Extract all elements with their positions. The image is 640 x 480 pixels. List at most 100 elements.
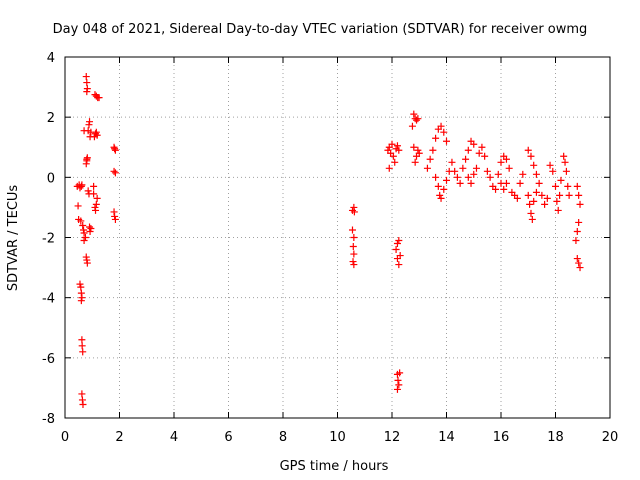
data-point-marker	[79, 221, 87, 229]
data-point-marker	[393, 240, 401, 248]
y-tick-label: 2	[47, 111, 55, 126]
data-point-marker	[432, 173, 440, 181]
data-point-marker	[440, 128, 448, 136]
data-point-marker	[549, 167, 557, 175]
data-point-marker	[411, 158, 419, 166]
data-point-marker	[572, 237, 580, 245]
data-point-marker	[395, 146, 403, 154]
data-point-marker	[443, 176, 450, 184]
data-point-marker	[396, 369, 404, 377]
data-point-marker	[393, 142, 401, 150]
data-point-marker	[524, 191, 532, 199]
data-point-marker	[470, 170, 478, 178]
data-point-marker	[87, 224, 95, 232]
x-tick-label: 14	[438, 430, 455, 445]
data-point-marker	[111, 212, 119, 220]
data-point-marker	[83, 259, 91, 267]
y-tick-label: 0	[47, 171, 55, 186]
data-point-marker	[92, 200, 100, 208]
data-point-marker	[530, 161, 538, 169]
data-point-marker	[426, 155, 434, 163]
data-point-marker	[92, 130, 100, 138]
data-point-marker	[459, 164, 467, 172]
data-point-marker	[90, 182, 98, 190]
x-tick-label: 18	[547, 430, 564, 445]
data-point-marker	[546, 161, 554, 169]
data-point-marker	[575, 259, 583, 267]
data-point-marker	[80, 229, 88, 237]
data-point-marker	[348, 226, 356, 234]
data-point-marker	[92, 128, 100, 136]
data-point-marker	[350, 208, 358, 216]
data-point-marker	[573, 255, 581, 263]
data-point-marker	[413, 116, 421, 124]
data-point-marker	[350, 234, 358, 241]
data-point-marker	[494, 170, 502, 178]
data-point-marker	[513, 194, 521, 202]
data-point-marker	[396, 252, 404, 260]
data-point-marker	[440, 185, 448, 193]
data-point-marker	[575, 218, 583, 226]
data-point-marker	[532, 188, 540, 196]
data-point-marker	[79, 400, 87, 408]
data-point-marker	[483, 167, 491, 175]
data-point-marker	[530, 197, 538, 205]
data-point-marker	[393, 385, 401, 393]
data-point-marker	[472, 164, 480, 172]
data-point-marker	[500, 185, 508, 193]
data-point-marker	[349, 243, 357, 251]
data-point-marker	[86, 227, 94, 235]
data-point-marker	[81, 234, 89, 241]
data-point-marker	[456, 179, 464, 187]
data-point-marker	[532, 170, 540, 178]
data-point-marker	[565, 191, 573, 199]
data-point-marker	[78, 181, 86, 189]
data-point-marker	[92, 206, 100, 214]
data-point-marker	[78, 336, 86, 344]
data-point-marker	[111, 215, 119, 223]
data-point-marker	[83, 88, 91, 96]
y-axis-label: SDTVAR / TECUs	[6, 185, 21, 292]
data-point-marker	[110, 167, 118, 175]
data-point-marker	[437, 194, 445, 202]
x-tick-label: 0	[61, 430, 69, 445]
data-point-marker	[414, 115, 422, 123]
x-tick-label: 8	[279, 430, 287, 445]
data-point-marker	[573, 182, 581, 190]
data-point-marker	[560, 152, 568, 160]
data-point-marker	[470, 140, 478, 148]
data-point-marker	[111, 145, 119, 153]
data-point-marker	[554, 206, 562, 214]
data-point-marker	[453, 173, 461, 181]
data-point-marker	[451, 167, 459, 175]
data-point-marker	[516, 179, 524, 187]
data-point-marker	[561, 158, 569, 166]
data-point-marker	[77, 283, 85, 291]
plot-frame	[64, 56, 611, 419]
data-point-marker	[527, 209, 535, 217]
data-point-marker	[111, 169, 119, 177]
x-tick-label: 20	[602, 430, 619, 445]
data-point-marker	[392, 246, 400, 254]
data-point-marker	[79, 348, 87, 356]
data-point-marker	[84, 187, 92, 195]
data-point-marker	[83, 155, 91, 163]
data-point-marker	[538, 191, 546, 199]
x-tick-label: 10	[329, 430, 346, 445]
data-point-marker	[502, 179, 510, 187]
data-point-marker	[505, 164, 513, 172]
data-point-marker	[543, 194, 551, 202]
data-point-marker	[95, 94, 103, 102]
data-point-marker	[502, 155, 510, 163]
data-point-marker	[410, 110, 418, 118]
data-point-marker	[394, 376, 402, 384]
data-point-marker	[575, 191, 583, 199]
data-point-marker	[78, 390, 86, 398]
data-point-marker	[562, 167, 570, 175]
data-point-marker	[429, 146, 437, 154]
data-point-marker	[526, 200, 534, 208]
data-point-marker	[395, 237, 403, 245]
data-point-marker	[350, 250, 358, 258]
data-point-marker	[434, 182, 442, 190]
